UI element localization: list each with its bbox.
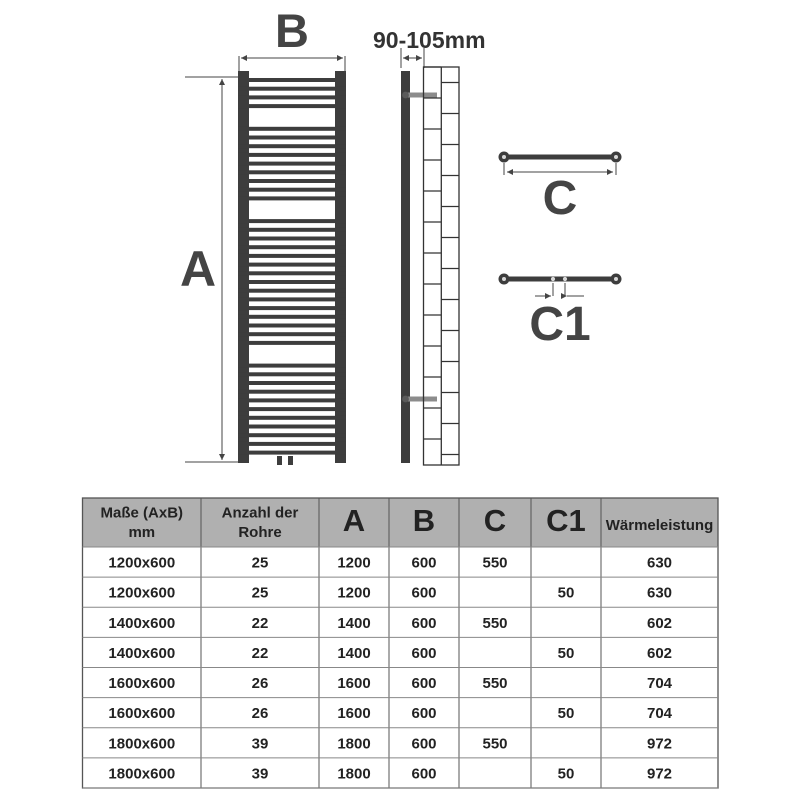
svg-text:600: 600 [411,645,436,662]
svg-text:1800: 1800 [337,765,370,782]
svg-text:1400x600: 1400x600 [108,615,175,632]
svg-text:1200: 1200 [337,555,370,572]
svg-text:1400x600: 1400x600 [108,645,175,662]
svg-text:972: 972 [647,765,672,782]
svg-text:602: 602 [647,645,672,662]
svg-text:630: 630 [647,585,672,602]
svg-text:1600x600: 1600x600 [108,675,175,692]
svg-text:1600x600: 1600x600 [108,705,175,722]
svg-text:1200x600: 1200x600 [108,555,175,572]
svg-text:B: B [275,4,309,57]
svg-text:39: 39 [252,765,269,782]
svg-text:600: 600 [411,555,436,572]
svg-text:A: A [180,241,216,297]
svg-text:550: 550 [482,615,507,632]
svg-text:1800x600: 1800x600 [108,765,175,782]
svg-text:50: 50 [558,585,575,602]
svg-text:704: 704 [647,705,673,722]
svg-text:C: C [543,172,578,225]
svg-text:22: 22 [252,615,269,632]
svg-text:550: 550 [482,555,507,572]
svg-text:90-105mm: 90-105mm [373,27,486,53]
svg-text:B: B [413,503,435,538]
svg-text:550: 550 [482,735,507,752]
svg-text:25: 25 [252,555,269,572]
svg-text:600: 600 [411,735,436,752]
svg-text:602: 602 [647,615,672,632]
svg-text:630: 630 [647,555,672,572]
svg-text:C1: C1 [546,503,586,538]
svg-text:600: 600 [411,615,436,632]
svg-text:600: 600 [411,585,436,602]
svg-text:A: A [343,503,365,538]
svg-text:600: 600 [411,675,436,692]
svg-text:25: 25 [252,585,269,602]
svg-text:1200x600: 1200x600 [108,585,175,602]
svg-text:50: 50 [558,765,575,782]
svg-text:Wärmeleistung: Wärmeleistung [606,517,714,534]
svg-text:Anzahl der: Anzahl der [222,505,299,522]
svg-text:26: 26 [252,705,269,722]
svg-text:704: 704 [647,675,673,692]
svg-text:1600: 1600 [337,705,370,722]
svg-text:Rohre: Rohre [238,524,281,541]
svg-text:mm: mm [128,524,155,541]
svg-text:C: C [484,503,506,538]
svg-text:50: 50 [558,705,575,722]
svg-text:39: 39 [252,735,269,752]
svg-text:50: 50 [558,645,575,662]
svg-text:1400: 1400 [337,615,370,632]
svg-text:Maße (AxB): Maße (AxB) [101,505,184,522]
svg-text:1400: 1400 [337,645,370,662]
svg-text:1200: 1200 [337,585,370,602]
svg-text:26: 26 [252,675,269,692]
svg-text:1800x600: 1800x600 [108,735,175,752]
svg-text:972: 972 [647,735,672,752]
svg-text:1800: 1800 [337,735,370,752]
svg-text:600: 600 [411,705,436,722]
svg-text:600: 600 [411,765,436,782]
svg-text:C1: C1 [529,298,590,351]
svg-text:22: 22 [252,645,269,662]
svg-text:1600: 1600 [337,675,370,692]
svg-text:550: 550 [482,675,507,692]
